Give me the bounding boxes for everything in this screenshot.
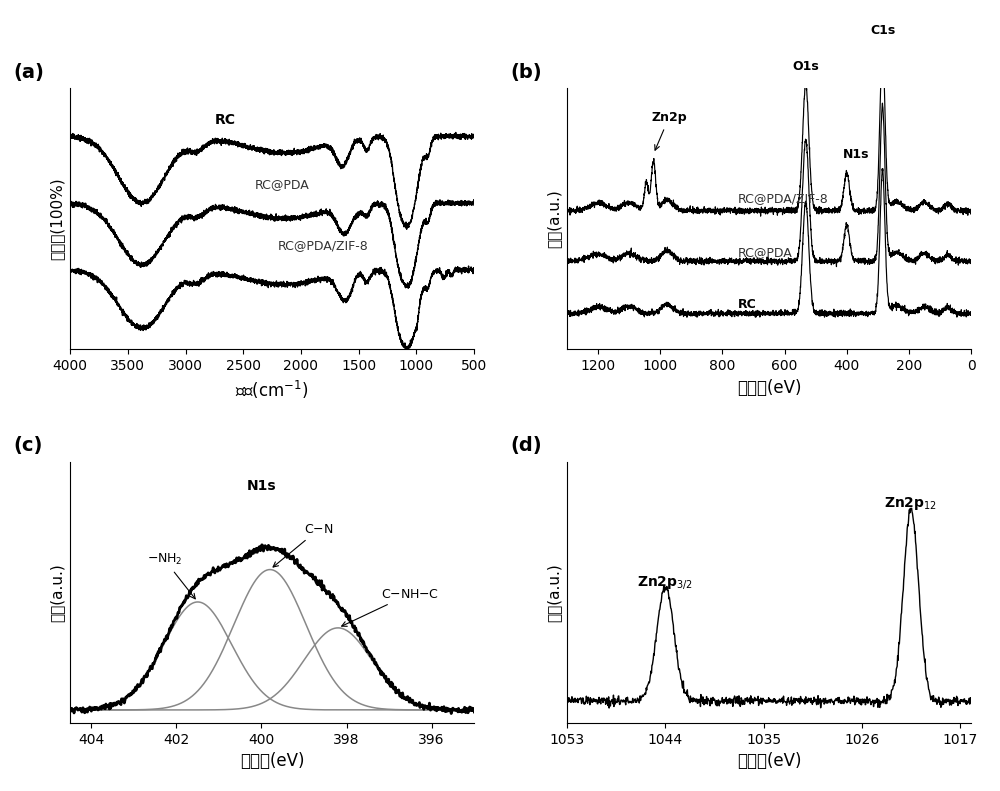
Text: Zn2p$_{3/2}$: Zn2p$_{3/2}$: [637, 574, 693, 591]
Text: RC@PDA: RC@PDA: [255, 179, 310, 191]
Text: RC: RC: [738, 298, 757, 311]
Text: O1s: O1s: [792, 60, 819, 73]
Text: (a): (a): [14, 62, 44, 81]
Text: Zn2p: Zn2p: [651, 112, 687, 150]
Text: RC: RC: [214, 112, 235, 127]
Y-axis label: 强度(a.u.): 强度(a.u.): [547, 189, 562, 248]
X-axis label: 结合能(eV): 结合能(eV): [737, 379, 801, 397]
X-axis label: 结合能(eV): 结合能(eV): [737, 752, 801, 770]
X-axis label: 波数(cm$^{-1}$): 波数(cm$^{-1}$): [235, 379, 309, 401]
Text: Zn2p$_{12}$: Zn2p$_{12}$: [884, 495, 938, 513]
Text: RC@PDA/ZIF-8: RC@PDA/ZIF-8: [738, 191, 829, 205]
Text: (b): (b): [511, 62, 542, 81]
Text: (d): (d): [511, 436, 542, 455]
Text: (c): (c): [14, 436, 43, 455]
X-axis label: 结合能(eV): 结合能(eV): [240, 752, 304, 770]
Text: C$-$N: C$-$N: [273, 523, 333, 567]
Y-axis label: 强度(a.u.): 强度(a.u.): [547, 563, 562, 622]
Text: C$-$NH$-$C: C$-$NH$-$C: [342, 588, 439, 626]
Y-axis label: 强度(a.u.): 强度(a.u.): [50, 563, 65, 622]
Y-axis label: 透过率(100%): 透过率(100%): [50, 177, 65, 260]
Text: RC@PDA/ZIF-8: RC@PDA/ZIF-8: [278, 239, 369, 252]
Text: RC@PDA: RC@PDA: [738, 246, 793, 259]
Text: N1s: N1s: [843, 149, 869, 161]
Text: $-$NH$_2$: $-$NH$_2$: [147, 552, 195, 599]
Text: N1s: N1s: [247, 479, 276, 493]
Text: C1s: C1s: [870, 24, 895, 37]
